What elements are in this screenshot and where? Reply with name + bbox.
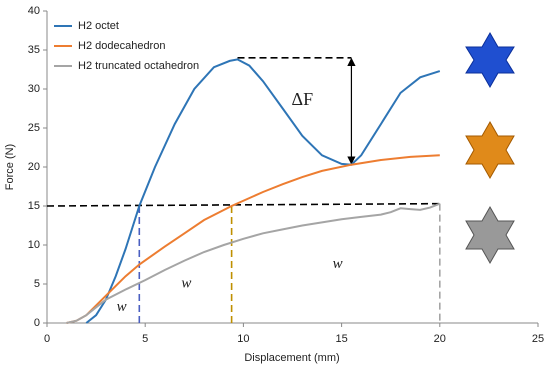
x-tick-label: 5 (142, 333, 148, 345)
y-tick-label: 25 (28, 122, 40, 134)
y-tick-label: 10 (28, 239, 40, 251)
annotation: w (181, 275, 191, 291)
series-line (66, 202, 441, 324)
legend-box (50, 14, 200, 78)
x-tick-label: 15 (335, 333, 347, 345)
x-tick-label: 25 (532, 333, 544, 345)
series-line (66, 154, 440, 324)
dodecahedron-image (465, 120, 515, 180)
lattice-images (465, 31, 515, 265)
y-tick-label: 0 (34, 317, 40, 329)
x-tick-label: 0 (44, 333, 50, 345)
reference-line (46, 202, 440, 207)
y-tick-label: 20 (28, 161, 40, 173)
x-axis-title: Displacement (mm) (244, 352, 339, 364)
truncated-octahedron-image (465, 205, 515, 265)
annotation: w (117, 299, 127, 315)
x-tick-label: 10 (237, 333, 249, 345)
y-tick-label: 35 (28, 44, 40, 56)
y-tick-label: 15 (28, 200, 40, 212)
annotation: ΔF (292, 89, 314, 109)
legend-label: H2 truncated octahedron (78, 60, 199, 72)
y-tick-label: 5 (34, 278, 40, 290)
y-axis-title: Force (N) (4, 144, 16, 190)
legend-label: H2 dodecahedron (78, 40, 165, 52)
x-tick-label: 20 (434, 333, 446, 345)
y-tick-label: 30 (28, 83, 40, 95)
legend-label: H2 octet (78, 20, 119, 32)
annotation: w (333, 256, 343, 272)
series-line (85, 58, 441, 324)
legend: H2 octet H2 dodecahedron H2 truncated octa… (50, 14, 200, 78)
octet-image (465, 31, 515, 89)
y-tick-label: 40 (28, 5, 40, 17)
